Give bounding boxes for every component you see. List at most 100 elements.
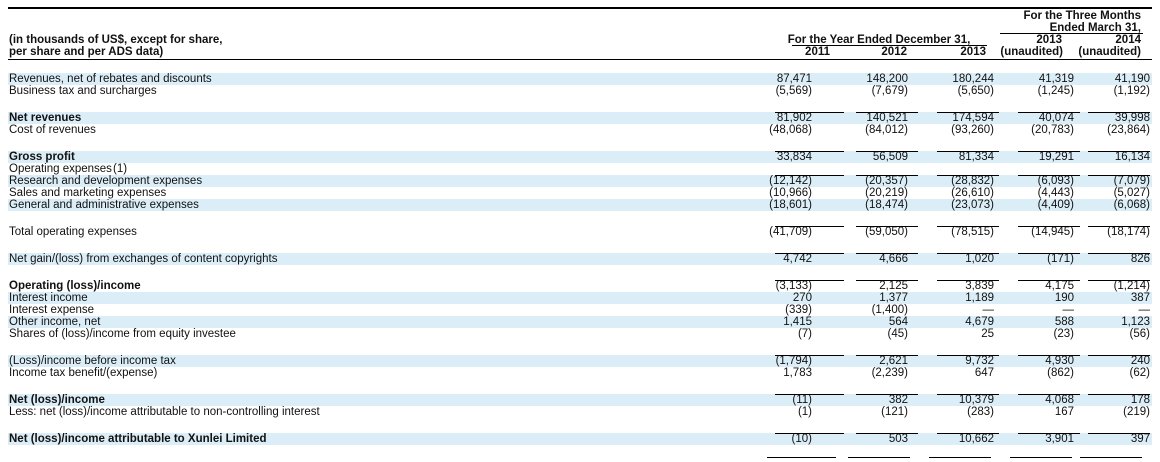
subtotal-rule: [856, 151, 918, 152]
row-value: (59,050): [865, 226, 908, 238]
subtotal-rule: [1018, 253, 1080, 254]
row-value: (26,610): [951, 187, 994, 199]
subtotal-rule: [1018, 433, 1080, 434]
subtotal-rule: [937, 433, 999, 434]
row-label: Gross profit: [9, 151, 75, 163]
subtotal-rule: [1088, 151, 1150, 152]
row-value: (62): [1129, 367, 1150, 379]
row-value: —: [1138, 304, 1151, 316]
row-label: General and administrative expenses: [9, 199, 199, 211]
row-value: 2,125: [879, 280, 908, 292]
table-row: Sales and marketing expenses (10,966) (20,…: [8, 187, 1152, 199]
row-value: 397: [1130, 433, 1150, 445]
table-row: Operating (loss)/income (3,133) 2,125 3,839…: [8, 280, 1152, 292]
quarter-group-header-line1: For the Three Months: [1023, 10, 1141, 22]
row-label: Net (loss)/income: [9, 394, 105, 406]
row-label: Less: net (loss)/income attributable to …: [9, 406, 320, 418]
subtotal-rule: [1088, 226, 1150, 227]
row-value: 16,134: [1114, 151, 1150, 163]
subtotal-rule: [775, 175, 844, 176]
subtotal-rule: [937, 253, 999, 254]
row-value: 19,291: [1038, 151, 1074, 163]
subtotal-rule: [856, 433, 918, 434]
row-label: Sales and marketing expenses: [9, 187, 167, 199]
row-label: Operating expenses: [9, 163, 112, 175]
row-value: 826: [1130, 253, 1150, 265]
subtotal-rule: [937, 151, 999, 152]
row-value: 240: [1130, 355, 1150, 367]
subtotal-rule: [775, 151, 844, 152]
row-value: 87,471: [776, 73, 812, 85]
row-value: (41,709): [769, 226, 812, 238]
row-label: Income tax benefit/(expense): [9, 367, 158, 379]
table-row: (Loss)/income before income tax (1,794) 2,…: [8, 355, 1152, 367]
row-value: 56,509: [872, 151, 908, 163]
row-value: 2,621: [879, 355, 908, 367]
row-value: 4,666: [879, 253, 908, 265]
table-row: Total operating expenses (41,709) (59,050)…: [8, 226, 1152, 238]
column-bottom-rule: [1010, 457, 1072, 458]
row-value: (283): [967, 406, 994, 418]
subtotal-rule: [775, 112, 844, 113]
row-value: 140,521: [866, 112, 908, 124]
table-row: Operating expenses (1): [8, 163, 1152, 175]
subtotal-rule: [856, 253, 918, 254]
row-value: 39,998: [1114, 112, 1150, 124]
row-value: (23,864): [1107, 124, 1150, 136]
row-value: (1,794): [775, 355, 812, 367]
row-value: 3,901: [1045, 433, 1074, 445]
row-label: Net (loss)/income attributable to Xunlei…: [9, 433, 267, 445]
row-value: —: [1062, 304, 1075, 316]
column-header-q1-2013: 2013: [1036, 34, 1062, 46]
row-label: (Loss)/income before income tax: [9, 355, 176, 367]
row-value: (14,945): [1031, 226, 1074, 238]
subtotal-rule: [1088, 175, 1150, 176]
subtotal-rule: [937, 112, 999, 113]
row-label: Business tax and surcharges: [9, 85, 157, 97]
row-value: (12,142): [769, 175, 812, 187]
row-value: (7,679): [871, 85, 908, 97]
year-group-header: For the Year Ended December 31,: [787, 34, 971, 46]
subtotal-rule: [1018, 394, 1080, 395]
row-value: (28,832): [951, 175, 994, 187]
table-row: Gross profit 33,834 56,509 81,334 19,291 16,1…: [8, 151, 1152, 163]
subtotal-rule: [775, 433, 844, 434]
subtotal-rule: [775, 253, 844, 254]
table-row: Other income, net 1,415 564 4,679 588 1,123: [8, 316, 1152, 328]
row-value: 178: [1130, 394, 1150, 406]
row-value: 4,742: [783, 253, 812, 265]
row-value: (121): [881, 406, 908, 418]
row-value: (2,239): [871, 367, 908, 379]
subtotal-rule: [775, 226, 844, 227]
table-row: Income tax benefit/(expense) 1,783 (2,239)…: [8, 367, 1152, 379]
units-note-line2: per share and per ADS data): [9, 46, 164, 58]
table-row: Net gain/(loss) from exchanges of conten…: [8, 253, 1152, 265]
row-value: (4,409): [1037, 199, 1074, 211]
row-value: 503: [888, 433, 908, 445]
row-label: Total operating expenses: [9, 226, 137, 238]
row-value: 180,244: [952, 73, 994, 85]
row-value: 1,189: [965, 292, 994, 304]
row-label: Interest income: [9, 292, 88, 304]
row-value: 167: [1054, 406, 1074, 418]
row-value: (339): [785, 304, 812, 316]
row-value: 1,377: [879, 292, 908, 304]
row-value: (11): [792, 394, 812, 406]
subtotal-rule: [856, 175, 918, 176]
row-value: 4,068: [1045, 394, 1074, 406]
table-row: Net (loss)/income (11) 382 10,379 4,068 178: [8, 394, 1152, 406]
table-top-rule: [8, 7, 1152, 9]
table-row: Interest income 270 1,377 1,189 190 387: [8, 292, 1152, 304]
row-value: 1,020: [965, 253, 994, 265]
row-value: (23): [1053, 328, 1074, 340]
subtotal-rule: [856, 355, 918, 356]
subtotal-rule: [775, 280, 844, 281]
row-label: Revenues, net of rebates and discounts: [9, 73, 212, 85]
row-value: 81,902: [776, 112, 812, 124]
row-value: (6,093): [1037, 175, 1074, 187]
row-value: 1,123: [1121, 316, 1150, 328]
subtotal-rule: [1018, 355, 1080, 356]
row-value: 174,594: [952, 112, 994, 124]
row-value: (56): [1129, 328, 1150, 340]
subtotal-rule: [856, 112, 918, 113]
